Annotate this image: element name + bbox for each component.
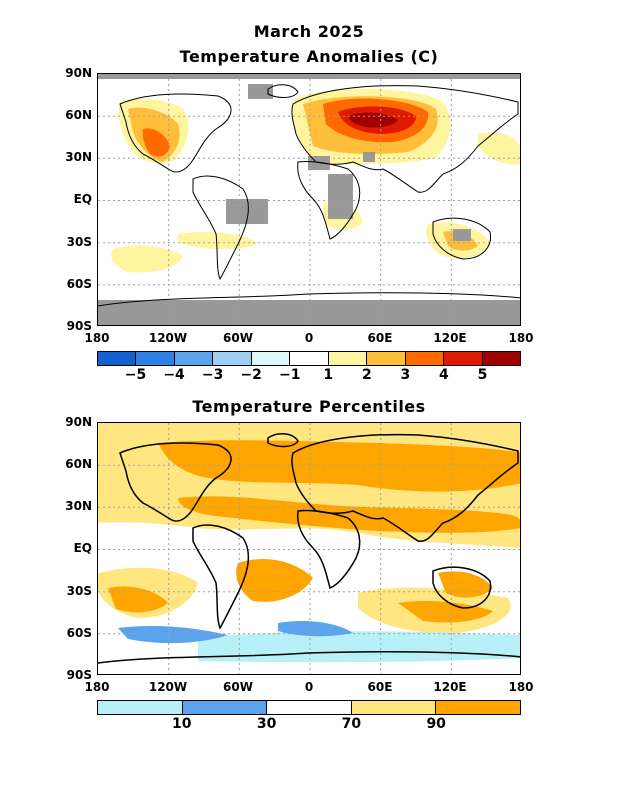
lat-lon-grid [98, 74, 520, 325]
colorbar-label: 10 [172, 716, 192, 732]
lat-label: 60S [66, 626, 92, 640]
lat-lon-grid [98, 423, 520, 674]
lat-label: EQ [73, 541, 92, 555]
colorbar-label: 90 [426, 716, 446, 732]
lat-label: 90N [65, 66, 92, 80]
lon-label: 120W [148, 331, 188, 345]
colorbar-swatch [182, 701, 268, 714]
colorbar-label: 3 [400, 367, 411, 383]
colorbar-swatch [444, 352, 483, 365]
lon-label: 120E [433, 331, 467, 345]
lon-label: 120W [148, 680, 188, 694]
lat-label: 90S [66, 668, 92, 682]
lat-label: 30N [65, 499, 92, 513]
colorbar-label: 30 [256, 716, 277, 732]
colorbar-label: 4 [439, 367, 449, 383]
colorbar-label: −1 [278, 367, 301, 383]
colorbar-swatch [290, 352, 329, 365]
coastlines [98, 433, 520, 664]
colorbar-swatch [351, 701, 437, 714]
lon-label: 60E [367, 331, 393, 345]
colorbar-label: −5 [124, 367, 147, 383]
colorbar-swatch [328, 352, 368, 365]
lon-label: 180 [84, 331, 110, 345]
colorbar-swatch [367, 352, 406, 365]
colorbar-label: 5 [477, 367, 488, 383]
lon-label: 0 [304, 331, 314, 345]
lat-label: 90N [65, 415, 92, 429]
anomaly-map [97, 73, 521, 326]
colorbar-swatch [482, 352, 520, 365]
lat-label: 90S [66, 319, 92, 333]
colorbar-swatch [98, 701, 183, 714]
anomaly-map-title: Temperature Anomalies (C) [179, 47, 439, 66]
missing-data-antarctic [98, 300, 520, 325]
lon-label: 60W [223, 331, 253, 345]
lon-label: 180 [508, 680, 534, 694]
colorbar-swatch [405, 352, 445, 365]
lat-label: 60N [65, 457, 92, 471]
lon-label: 180 [508, 331, 534, 345]
colorbar-label: 1 [323, 367, 334, 383]
colorbar-label: −2 [240, 367, 262, 383]
colorbar-label: −3 [201, 367, 224, 383]
lat-label: 30N [65, 150, 92, 164]
anomaly-shading [111, 88, 520, 273]
colorbar-swatch [436, 701, 520, 714]
lat-label: 30S [66, 584, 92, 598]
percentile-map [97, 422, 521, 675]
lat-label: 60S [66, 277, 92, 291]
lat-label: 60N [65, 108, 92, 122]
anomaly-colorbar [97, 351, 521, 366]
missing-data-arctic [98, 74, 520, 79]
colorbar-swatch [174, 352, 214, 365]
lon-label: 180 [84, 680, 110, 694]
colorbar-swatch [251, 352, 291, 365]
coastlines [98, 84, 520, 307]
colorbar-swatch [267, 701, 352, 714]
colorbar-label: 70 [341, 716, 362, 732]
colorbar-swatch [136, 352, 175, 365]
percentile-colorbar [97, 700, 521, 715]
lon-label: 60W [223, 680, 253, 694]
lon-label: 0 [304, 680, 314, 694]
lon-label: 120E [433, 680, 467, 694]
percentile-map-title: Temperature Percentiles [192, 397, 426, 416]
lon-label: 60E [367, 680, 393, 694]
lat-label: 30S [66, 235, 92, 249]
colorbar-label: −4 [163, 367, 185, 383]
colorbar-swatch [98, 352, 137, 365]
colorbar-label: 2 [361, 367, 372, 383]
month-title: March 2025 [253, 22, 365, 41]
colorbar-swatch [213, 352, 252, 365]
lat-label: EQ [73, 192, 92, 206]
